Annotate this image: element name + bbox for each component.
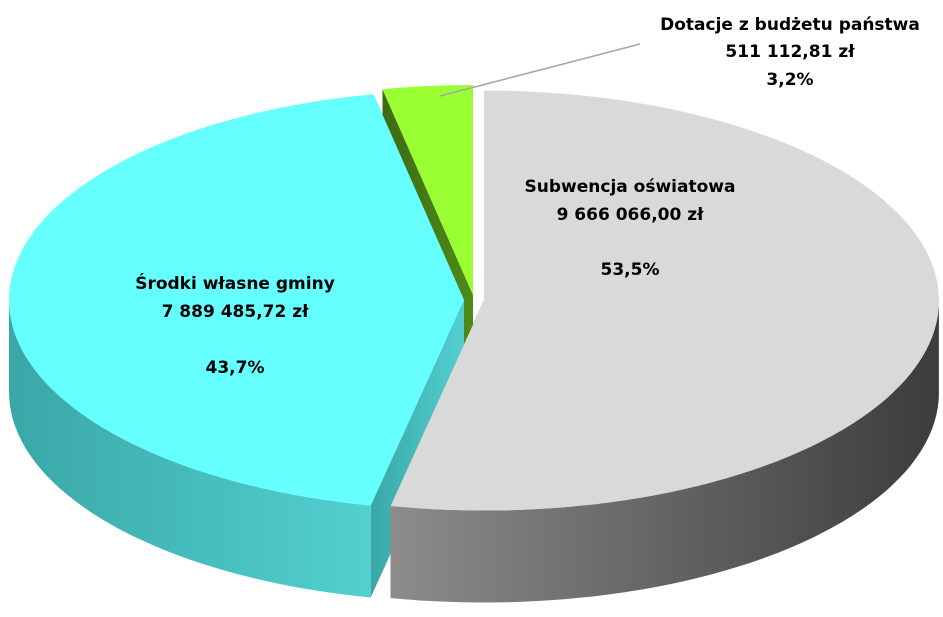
amount-label: 511 112,81 zł [725, 42, 855, 62]
slice-side [390, 300, 939, 603]
percent-label: 43,7% [206, 358, 265, 378]
slice-top [390, 90, 939, 511]
slice [390, 90, 939, 603]
slice-side [9, 300, 371, 598]
slice-top [382, 85, 473, 295]
category-label: Subwencja oświatowa [525, 177, 736, 197]
amount-label: 9 666 066,00 zł [557, 205, 705, 225]
category-label: Dotacje z budżetu państwa [660, 15, 920, 35]
category-label: Środki własne gminy [135, 272, 335, 294]
amount-label: 7 889 485,72 zł [162, 302, 310, 322]
percent-label: 3,2% [766, 70, 813, 90]
leader-line [439, 43, 641, 97]
slice-top [9, 94, 464, 506]
percent-label: 53,5% [601, 260, 660, 280]
